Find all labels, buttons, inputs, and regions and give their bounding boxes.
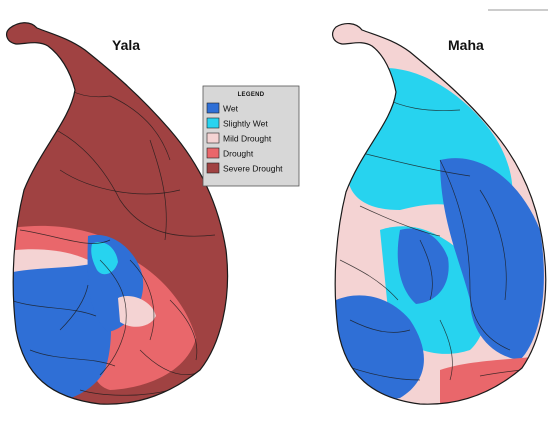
legend-label: Wet — [223, 104, 239, 114]
legend-swatch — [206, 162, 220, 174]
maha-map: Maha — [332, 22, 547, 405]
yala-slightly-wet-zone — [91, 242, 118, 275]
legend-swatch — [206, 102, 220, 114]
maha-northwest-drought-strip — [340, 44, 372, 120]
legend-item: Wet — [206, 102, 239, 114]
legend-items: Wet Slightly Wet Mild Drought Drought Severe… — [206, 102, 283, 174]
legend-item: Drought — [206, 147, 254, 159]
legend-label: Mild Drought — [223, 134, 272, 144]
legend-item: Mild Drought — [206, 132, 272, 144]
legend-label: Slightly Wet — [223, 119, 268, 129]
yala-map-title: Yala — [112, 37, 140, 53]
legend-swatch — [206, 117, 220, 129]
yala-contour-lines — [9, 59, 216, 396]
legend-swatch — [206, 132, 220, 144]
maha-east-wet-zone — [440, 158, 544, 360]
legend-item: Severe Drought — [206, 162, 283, 174]
legend-item: Slightly Wet — [206, 117, 268, 129]
legend-title: LEGEND — [238, 92, 265, 98]
legend: LEGEND Wet Slightly Wet Mild Drought Drough… — [202, 85, 300, 187]
maha-map-title: Maha — [448, 37, 484, 53]
legend-swatch — [206, 147, 220, 159]
legend-label: Drought — [223, 149, 254, 159]
maha-central-wet-zone — [397, 228, 449, 304]
yala-mild-drought-pockets — [118, 296, 156, 327]
yala-map: Yala — [6, 22, 229, 405]
maha-contour-lines — [332, 89, 541, 381]
legend-label: Severe Drought — [223, 164, 283, 174]
